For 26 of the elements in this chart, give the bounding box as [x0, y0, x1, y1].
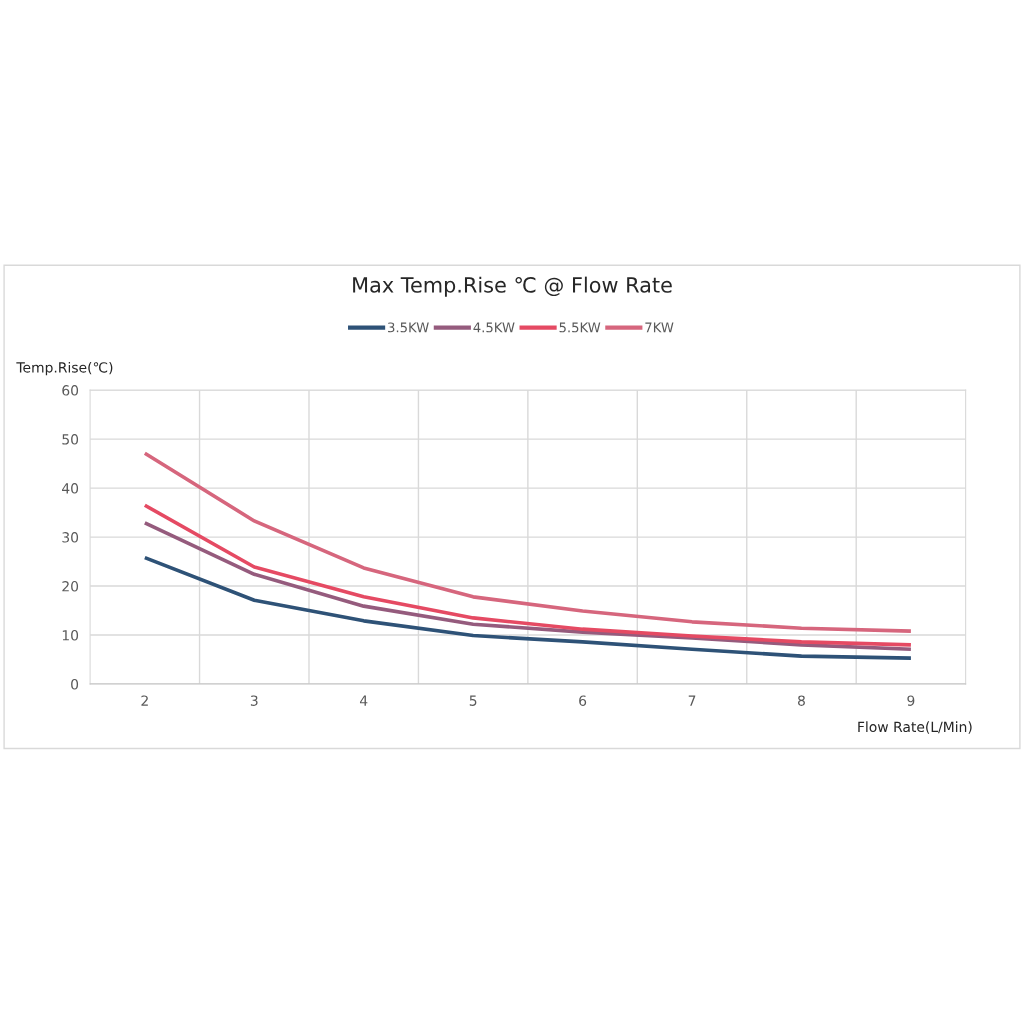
- y-axis-title: Temp.Rise(℃): [16, 361, 113, 376]
- legend-label: 3.5KW: [388, 322, 429, 333]
- chart-title: Max Temp.Rise ℃ @ Flow Rate: [353, 276, 672, 297]
- x-tick-label: 5: [469, 695, 477, 706]
- line-series: [143, 555, 913, 660]
- y-tick-label: 10: [62, 630, 79, 641]
- line-series: [143, 503, 913, 647]
- x-tick-label: 4: [359, 695, 368, 706]
- x-tick-label: 9: [907, 695, 915, 706]
- y-tick-label: 60: [62, 385, 79, 396]
- x-tick-label: 7: [688, 695, 696, 706]
- legend-label: 7KW: [645, 322, 674, 333]
- y-tick-label: 50: [62, 434, 79, 445]
- x-tick-label: 6: [579, 695, 587, 706]
- legend-label: 4.5KW: [473, 322, 515, 333]
- y-tick-label: 0: [71, 679, 79, 690]
- line-series: [143, 451, 913, 633]
- y-tick-label: 40: [62, 483, 79, 494]
- legend-label: 5.5KW: [559, 322, 601, 333]
- line-series: [143, 521, 913, 652]
- y-tick-label: 30: [62, 532, 79, 543]
- x-axis-title: Flow Rate(L/Min): [858, 721, 972, 734]
- x-tick-label: 3: [250, 695, 258, 706]
- x-tick-label: 8: [798, 695, 805, 706]
- x-tick-label: 2: [141, 695, 148, 706]
- y-tick-label: 20: [62, 581, 79, 592]
